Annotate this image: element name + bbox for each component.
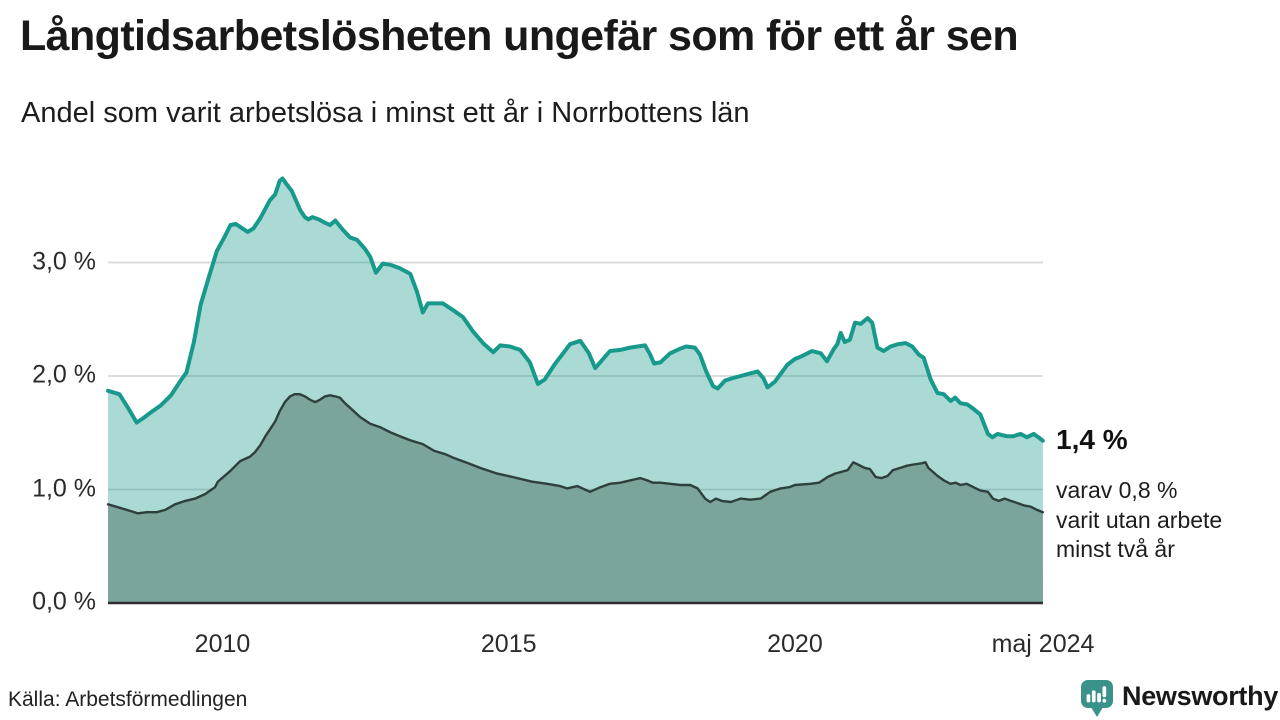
one-year-line xyxy=(106,176,1045,443)
page-title: Långtidsarbetslösheten ungefär som för e… xyxy=(20,12,1019,60)
latest-value-annotation: 1,4 % xyxy=(1056,424,1128,455)
y-tick-label: 2,0 % xyxy=(32,360,96,389)
newsworthy-logo-text: Newsworthy xyxy=(1122,681,1279,711)
newsworthy-logo: Newsworthy xyxy=(1081,680,1278,720)
x-tick-label: 2020 xyxy=(767,630,823,658)
y-tick-label: 0,0 % xyxy=(32,587,96,616)
two-year-line xyxy=(106,393,1044,515)
page-subtitle: Andel som varit arbetslösa i minst ett å… xyxy=(21,97,750,129)
source-note: Källa: Arbetsförmedlingen xyxy=(8,688,248,711)
newsworthy-bubble-chart-icon xyxy=(1081,680,1113,717)
y-tick-label: 3,0 % xyxy=(32,246,96,275)
latest-detail-annotation: varav 0,8 % varit utan arbete minst två … xyxy=(1056,477,1223,562)
x-tick-label: maj 2024 xyxy=(991,630,1095,658)
x-tick-label: 2010 xyxy=(194,630,251,658)
two-year-area xyxy=(108,394,1043,603)
x-tick-label: 2015 xyxy=(480,630,537,658)
y-tick-label: 1,0 % xyxy=(32,473,96,502)
